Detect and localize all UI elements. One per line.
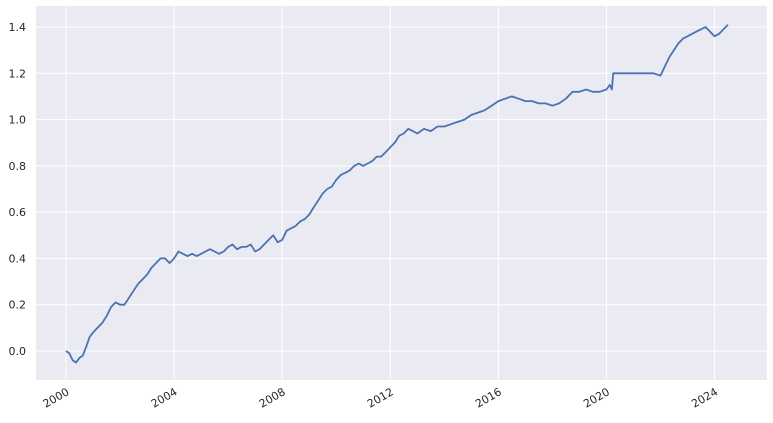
y-tick-label: 0.6 bbox=[9, 206, 27, 219]
y-axis-tick-labels: 0.0 0.2 0.4 0.6 0.8 1.0 1.2 1.4 bbox=[9, 21, 27, 358]
x-tick-label: 2008 bbox=[257, 385, 288, 410]
plot-background bbox=[36, 6, 767, 380]
x-tick-label: 2012 bbox=[365, 385, 396, 410]
x-tick-label: 2024 bbox=[689, 385, 720, 410]
y-tick-label: 0.8 bbox=[9, 160, 27, 173]
x-tick-label: 2000 bbox=[41, 385, 72, 410]
y-tick-label: 1.0 bbox=[9, 114, 27, 127]
y-tick-label: 1.4 bbox=[9, 21, 27, 34]
y-tick-label: 0.0 bbox=[9, 345, 27, 358]
y-tick-label: 0.4 bbox=[9, 252, 27, 265]
series-line bbox=[65, 24, 729, 364]
x-tick-label: 2004 bbox=[149, 385, 180, 410]
x-axis-tick-labels: 2000 2004 2008 2012 2016 2020 2024 bbox=[41, 385, 720, 410]
y-tick-label: 0.2 bbox=[9, 299, 27, 312]
x-tick-label: 2020 bbox=[581, 385, 612, 410]
x-gridlines bbox=[65, 6, 716, 380]
x-tick-label: 2016 bbox=[473, 385, 504, 410]
y-tick-label: 1.2 bbox=[9, 67, 27, 80]
